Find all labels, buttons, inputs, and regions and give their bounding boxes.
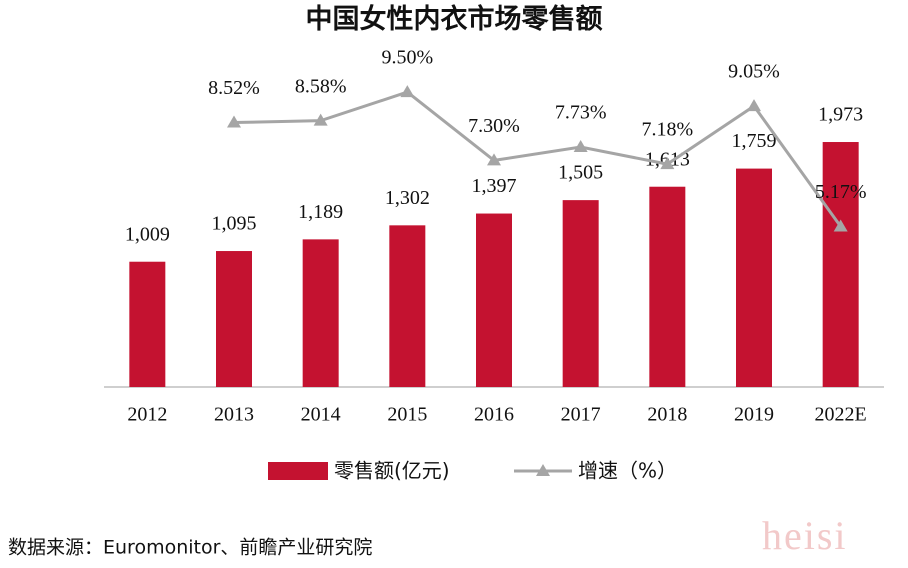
line-marker — [400, 85, 415, 98]
bar-value-label: 1,302 — [385, 187, 430, 209]
legend-label: 零售额(亿元) — [334, 459, 450, 483]
bar — [649, 186, 686, 387]
growth-line — [233, 90, 842, 228]
line-marker — [747, 99, 761, 112]
chart-title: 中国女性内衣市场零售额 — [306, 3, 603, 34]
line-value-label: 9.05% — [728, 61, 780, 83]
line-value-label: 7.30% — [468, 115, 520, 137]
line-marker — [313, 113, 328, 126]
bar-value-label: 1,397 — [472, 175, 517, 197]
x-tick-label: 2013 — [214, 404, 254, 426]
legend-marker — [536, 464, 550, 476]
line-marker — [227, 115, 241, 128]
watermark: heisi — [762, 513, 848, 558]
source-note: 数据来源：Euromonitor、前瞻产业研究院 — [8, 537, 372, 559]
line-value-label: 7.18% — [641, 119, 693, 141]
bar-value-label: 1,009 — [125, 223, 170, 245]
line-marker — [833, 219, 848, 232]
bar — [389, 225, 426, 387]
legend-label: 增速（%） — [578, 459, 677, 483]
bar — [129, 261, 166, 387]
x-tick-label: 2018 — [647, 404, 687, 426]
line-value-label: 8.52% — [208, 77, 260, 99]
bar — [822, 142, 859, 387]
line-marker — [573, 140, 588, 153]
bar — [476, 213, 512, 387]
line-value-label: 8.58% — [295, 75, 347, 97]
line-value-label: 5.17% — [815, 181, 867, 203]
x-tick-label: 2012 — [127, 404, 167, 426]
x-tick-label: 2014 — [301, 404, 341, 426]
x-tick-label: 2015 — [387, 404, 427, 426]
bar-value-label: 1,189 — [298, 201, 343, 223]
bar-value-label: 1,759 — [732, 130, 777, 152]
bar-value-label: 1,095 — [212, 213, 257, 235]
bar-value-label: 1,505 — [558, 162, 603, 184]
bar — [216, 251, 252, 387]
x-tick-label: 2017 — [561, 404, 601, 426]
bar-value-label: 1,973 — [818, 104, 863, 126]
line-marker — [487, 153, 501, 166]
legend-swatch — [268, 462, 328, 480]
bar — [302, 239, 339, 387]
x-tick-label: 2019 — [734, 404, 774, 426]
line-value-label: 9.50% — [381, 47, 433, 69]
x-tick-label: 2016 — [474, 404, 514, 426]
line-marker — [660, 157, 675, 170]
line-value-label: 7.73% — [555, 102, 607, 124]
bar — [736, 168, 772, 387]
x-tick-label: 2022E — [815, 404, 867, 426]
bar — [562, 200, 599, 387]
